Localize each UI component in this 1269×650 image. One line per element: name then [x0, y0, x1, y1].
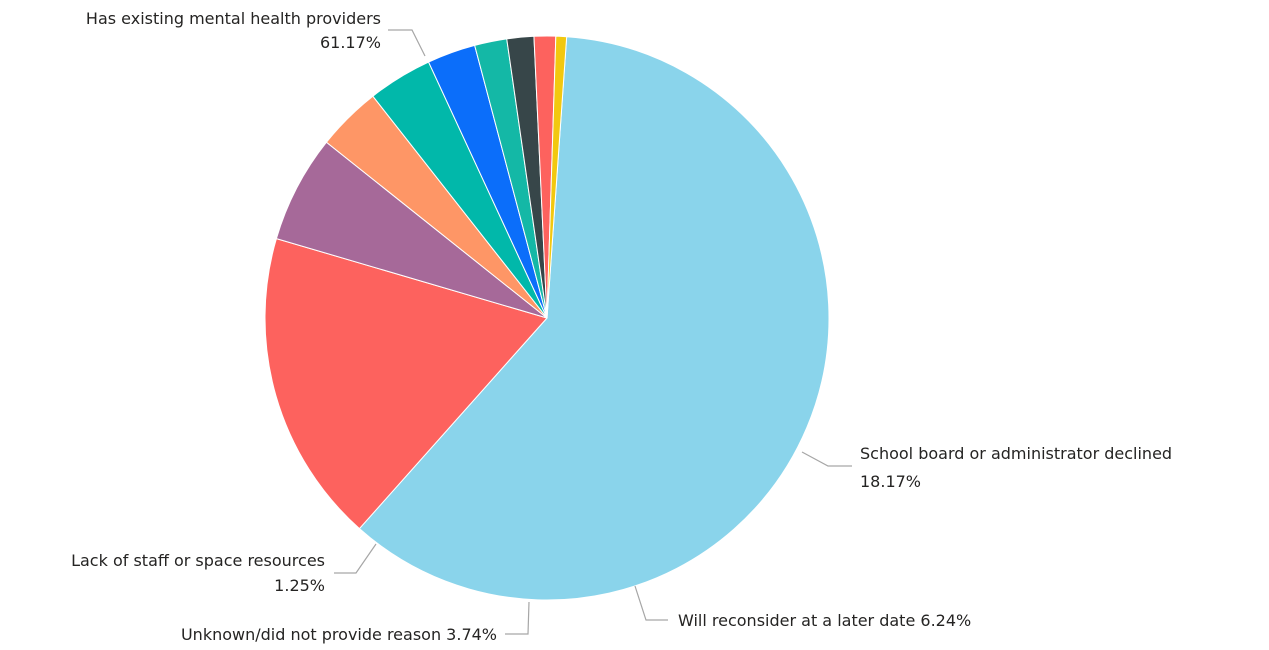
leader-lines [334, 29, 852, 635]
slice-value-unknown: 3.74% [446, 625, 497, 644]
slice-label-has-existing: Has existing mental health providers [86, 9, 381, 28]
slice-value-will-reconsider: 6.24% [920, 611, 971, 630]
leader-line-will-reconsider [634, 585, 668, 621]
data-labels: Has existing mental health providers 61.… [71, 9, 1172, 644]
slice-label-school-board: School board or administrator declined [860, 444, 1172, 463]
slice-label-unknown: Unknown/did not provide reason 3.74% [181, 625, 497, 644]
leader-line-school-board [801, 451, 852, 467]
slice-value-lack-of-staff: 1.25% [274, 576, 325, 595]
leader-line-unknown [505, 601, 530, 635]
slice-value-school-board: 18.17% [860, 472, 921, 491]
slice-label-unknown-text: Unknown/did not provide reason [181, 625, 441, 644]
leader-line-lack-of-staff [334, 543, 377, 574]
pie-slice-0 [358, 36, 830, 601]
slice-label-will-reconsider-text: Will reconsider at a later date [678, 611, 915, 630]
slice-value-has-existing: 61.17% [320, 33, 381, 52]
leader-line-has-existing [388, 29, 426, 57]
pie-slices [264, 35, 830, 601]
slice-label-will-reconsider: Will reconsider at a later date 6.24% [678, 611, 971, 630]
pie-slice-1 [264, 237, 548, 530]
slice-label-lack-of-staff: Lack of staff or space resources [71, 551, 325, 570]
pie-slice-9 [546, 35, 568, 319]
